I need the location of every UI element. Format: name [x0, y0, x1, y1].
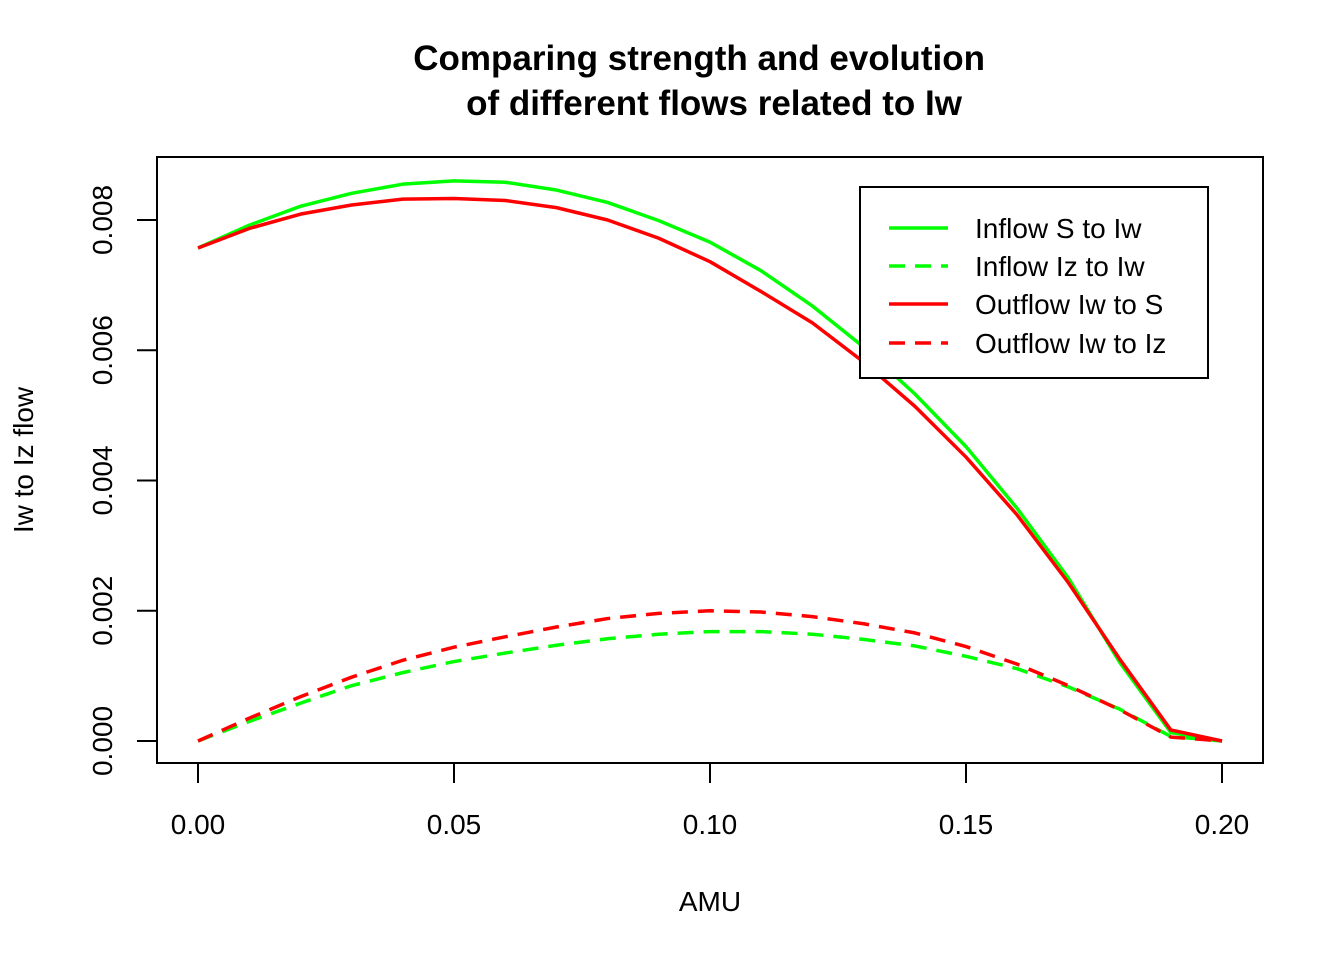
legend-label-inflow-iz-to-iw: Inflow Iz to Iw — [975, 251, 1145, 282]
legend-label-inflow-s-to-iw: Inflow S to Iw — [975, 213, 1142, 244]
legend-label-outflow-iw-to-iz: Outflow Iw to Iz — [975, 328, 1166, 359]
y-axis: 0.000 0.002 0.004 0.006 0.008 — [87, 185, 158, 776]
y-tick-label: 0.008 — [87, 185, 118, 255]
series-line-inflow-iz-to-iw — [197, 629, 1223, 743]
x-axis-title: AMU — [679, 886, 741, 917]
y-axis-title: Iw to Iz flow — [8, 386, 39, 533]
x-tick-label: 0.05 — [427, 809, 482, 840]
x-tick-label: 0.15 — [939, 809, 994, 840]
y-tick-label: 0.002 — [87, 576, 118, 646]
legend-label-outflow-iw-to-s: Outflow Iw to S — [975, 289, 1163, 320]
x-tick-label: 0.00 — [171, 809, 226, 840]
series-line-outflow-iw-to-s — [197, 196, 1223, 743]
x-tick-label: 0.20 — [1195, 809, 1250, 840]
series-line-outflow-iw-to-iz — [197, 609, 1223, 743]
chart-title-line-1: Comparing strength and evolution — [413, 39, 985, 78]
legend-box — [859, 186, 1209, 379]
series-line-inflow-s-to-iw — [197, 179, 1223, 743]
x-axis: 0.00 0.05 0.10 0.15 0.20 — [171, 762, 1250, 840]
y-tick-label: 0.004 — [87, 445, 118, 515]
chart-title-line-2: of different flows related to Iw — [466, 84, 963, 123]
y-tick-label: 0.000 — [87, 706, 118, 776]
chart-title: Comparing strength and evolution of diff… — [413, 39, 994, 123]
legend: Inflow S to Iw Inflow Iz to Iw Outflow Iw … — [859, 186, 1209, 379]
series-group — [197, 179, 1223, 743]
x-tick-label: 0.10 — [683, 809, 738, 840]
y-tick-label: 0.006 — [87, 315, 118, 385]
